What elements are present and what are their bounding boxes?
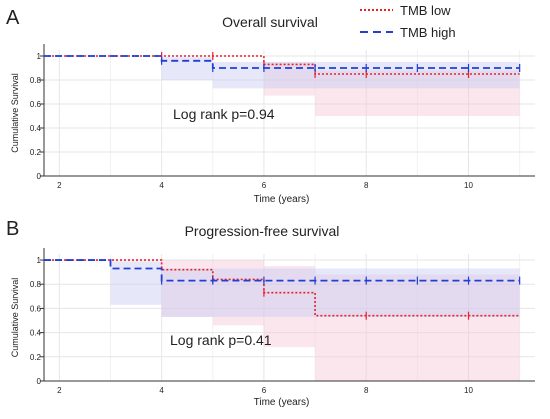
x-tick-label: 10 [464,386,473,395]
log-rank-annotation: Log rank p=0.94 [173,106,275,122]
x-tick-label: 6 [262,181,267,190]
y-tick-label: 0.6 [30,304,42,313]
ci-band-segment [161,268,520,317]
y-tick-label: 0 [37,377,42,386]
chart-title: Progression-free survival [185,223,340,239]
x-tick-label: 4 [159,181,164,190]
survival-line-tmb-low [44,55,520,75]
ci-band-tmb-low [263,62,520,116]
panel-letter: A [6,7,20,29]
x-axis-label: Time (years) [254,397,310,408]
legend-label-tmb-high: TMB high [400,25,456,40]
y-tick-label: 0.8 [30,280,42,289]
y-axis-label: Cumulative Survival [10,278,20,358]
legend: TMB low TMB high [360,3,456,40]
survival-line-tmb-high [44,259,520,282]
y-tick-label: 1 [37,256,42,265]
legend-label-tmb-low: TMB low [400,3,451,18]
x-tick-label: 8 [364,181,369,190]
y-tick-label: 1 [37,52,42,61]
y-axis-label: Cumulative Survival [10,73,20,153]
ci-band-tmb-high [161,57,520,89]
x-tick-label: 8 [364,386,369,395]
y-tick-label: 0.2 [30,148,42,157]
chart-title: Overall survival [222,14,318,30]
survival-line-tmb-low [44,259,520,317]
x-tick-label: 2 [57,181,62,190]
ci-band-segment [315,274,520,381]
y-tick-label: 0.2 [30,353,42,362]
y-tick-label: 0.4 [30,329,42,338]
y-tick-label: 0.4 [30,124,42,133]
y-tick-label: 0.8 [30,76,42,85]
ci-band-segment [315,70,520,116]
chart-panel-a: A Overall survival 0 0.2 0.4 0.6 0.8 1 2 4 6 8 10 Tim… [6,7,535,205]
ci-band-segment [212,260,264,326]
x-tick-label: 2 [57,386,62,395]
x-tick-label: 6 [262,386,267,395]
log-rank-annotation: Log rank p=0.41 [170,332,272,348]
x-tick-label: 10 [464,181,473,190]
panel-letter: B [6,218,19,240]
y-tick-label: 0.6 [30,100,42,109]
ci-band-segment [161,57,213,80]
x-tick-label: 4 [159,386,164,395]
chart-panel-b: B Progression-free survival 0 0.2 0.4 0.6 0.8 1… [6,218,535,408]
y-tick-label: 0 [37,172,42,181]
ci-band-tmb-low [161,260,520,381]
ci-band-segment [263,266,316,348]
x-axis-label: Time (years) [254,194,310,205]
